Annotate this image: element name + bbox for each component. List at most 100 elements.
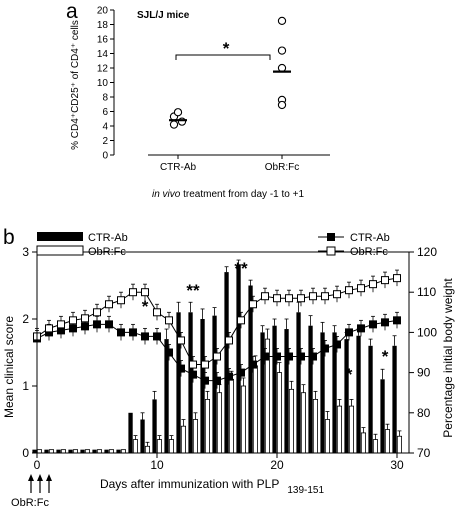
- bar-obr: [192, 419, 199, 454]
- bar-obr: [108, 449, 115, 454]
- panel-a-point: [277, 63, 287, 73]
- weight-marker-ctr: [249, 360, 257, 369]
- line-legend-ctr-label: CTR-Ab: [350, 232, 390, 244]
- bar-obr: [60, 449, 66, 454]
- panel-a-point: [277, 100, 287, 110]
- weight-marker-ctr: [153, 332, 161, 341]
- bar-ctr: [332, 332, 337, 453]
- bar-obr: [348, 405, 354, 454]
- weight-marker-ctr: [273, 352, 281, 361]
- bar-obr: [312, 398, 318, 454]
- panel-b-y2tick-label: 100: [417, 325, 437, 339]
- panel-b-bars: [32, 259, 402, 454]
- weight-marker-ctr: [369, 320, 377, 329]
- panel-a-ytick-label: 6: [102, 107, 108, 118]
- weight-marker-obr: [213, 352, 221, 361]
- weight-marker-obr: [201, 360, 209, 369]
- panel-b-xtick-label: 10: [150, 458, 164, 472]
- weight-marker-obr: [273, 294, 281, 303]
- bar-ctr: [92, 449, 97, 453]
- panel-a-ytick-label: 10: [97, 78, 109, 89]
- bar-obr: [72, 449, 79, 454]
- weight-marker-ctr: [357, 324, 365, 333]
- weight-marker-obr: [297, 294, 305, 303]
- panel-b-y2tick-label: 80: [417, 406, 431, 420]
- panel-b-ytick-label: 1: [22, 379, 29, 393]
- panel-a-annotation: SJL/J mice: [137, 10, 190, 21]
- bar-obr: [132, 439, 139, 454]
- weight-marker-ctr: [225, 372, 233, 381]
- panel-a-point: [173, 108, 183, 117]
- bar-obr: [396, 435, 402, 454]
- weight-marker-ctr: [333, 340, 341, 349]
- bar-obr: [276, 372, 282, 454]
- weight-marker-ctr: [141, 332, 149, 341]
- panel-b-ytick-label: 3: [22, 245, 29, 259]
- bar-obr: [300, 392, 306, 454]
- panel-b-axes: [36, 251, 410, 454]
- panel-a-points: [169, 16, 287, 129]
- panel-a: a 0 2 4 6 8 10 12 14 16 18 20 SJL/J mice % CD4⁺CD2…: [66, 0, 330, 200]
- weight-marker-ctr: [345, 328, 353, 337]
- panel-b-ylabel: Mean clinical score: [2, 316, 16, 418]
- weight-marker-obr: [249, 300, 257, 309]
- weight-marker-obr: [393, 274, 401, 283]
- line-legend-obr-label: ObR:Fc: [350, 246, 388, 258]
- weight-marker-ctr: [177, 364, 185, 373]
- panel-b-ytick-label: 2: [22, 312, 29, 326]
- panel-a-point: [277, 46, 287, 55]
- weight-marker-ctr: [285, 352, 293, 361]
- panel-a-ticks: 0 2 4 6 8 10 12 14 16 18 20: [97, 6, 283, 162]
- panel-a-ylabel: % CD4⁺CD25⁺ of CD4⁺ cells: [70, 20, 81, 150]
- weight-marker-obr: [117, 296, 125, 305]
- bar-obr: [228, 378, 235, 454]
- weight-marker-ctr: [381, 318, 389, 327]
- panel-a-ytick-label: 0: [102, 151, 108, 162]
- bar-ctr: [320, 332, 325, 453]
- panel-a-significance: *: [175, 39, 271, 60]
- weight-marker-obr: [105, 300, 113, 309]
- bar-ctr: [260, 332, 265, 453]
- panel-a-ytick-label: 14: [97, 49, 109, 60]
- bar-obr: [384, 429, 390, 454]
- xlabel-rest: treatment from day -1 to +1: [180, 189, 304, 200]
- bar-ctr: [116, 449, 121, 453]
- weight-marker-ctr: [105, 320, 113, 329]
- bar-ctr: [296, 312, 301, 453]
- bar-obr: [168, 439, 175, 454]
- bar-ctr: [140, 419, 145, 453]
- weight-marker-obr: [345, 286, 353, 295]
- bar-obr: [336, 405, 342, 454]
- bar-legend: CTR-Ab ObR:Fc: [36, 232, 128, 258]
- weight-marker-obr: [369, 280, 377, 289]
- bar-ctr: [368, 345, 373, 453]
- bar-legend-ctr-swatch: [37, 232, 83, 241]
- weight-marker-ctr: [309, 352, 317, 361]
- bar-ctr: [68, 449, 73, 453]
- bar-ctr: [224, 272, 229, 453]
- bar-obr: [96, 449, 103, 454]
- weight-marker-ctr: [297, 352, 305, 361]
- weight-marker-obr: [45, 324, 53, 333]
- panel-b-y2tick-label: 70: [417, 446, 431, 460]
- bar-obr: [156, 439, 163, 454]
- bar-legend-obr-swatch: [36, 245, 84, 256]
- bar-ctr: [392, 345, 397, 453]
- panel-a-axes: [113, 10, 330, 156]
- weight-marker-obr: [93, 308, 101, 317]
- bar-obr: [288, 388, 294, 454]
- weight-marker-obr: [165, 316, 173, 325]
- weight-marker-obr: [141, 288, 149, 297]
- panel-a-point: [169, 120, 179, 129]
- panel-b-ticks: 0 1 2 3 70 80 90 100 110 120 0 10 20 30: [22, 245, 437, 472]
- treatment-arrowhead: [28, 474, 34, 481]
- bar-ctr: [152, 399, 157, 453]
- significance-mark: **: [186, 281, 200, 300]
- weight-marker-ctr: [165, 348, 173, 357]
- treatment-arrows: [28, 474, 52, 493]
- weight-marker-obr: [237, 316, 245, 325]
- panel-a-category-obr: ObR:Fc: [265, 162, 299, 173]
- panel-a-xlabel: in vivo treatment from day -1 to +1: [152, 189, 304, 200]
- significance-mark: *: [382, 347, 389, 366]
